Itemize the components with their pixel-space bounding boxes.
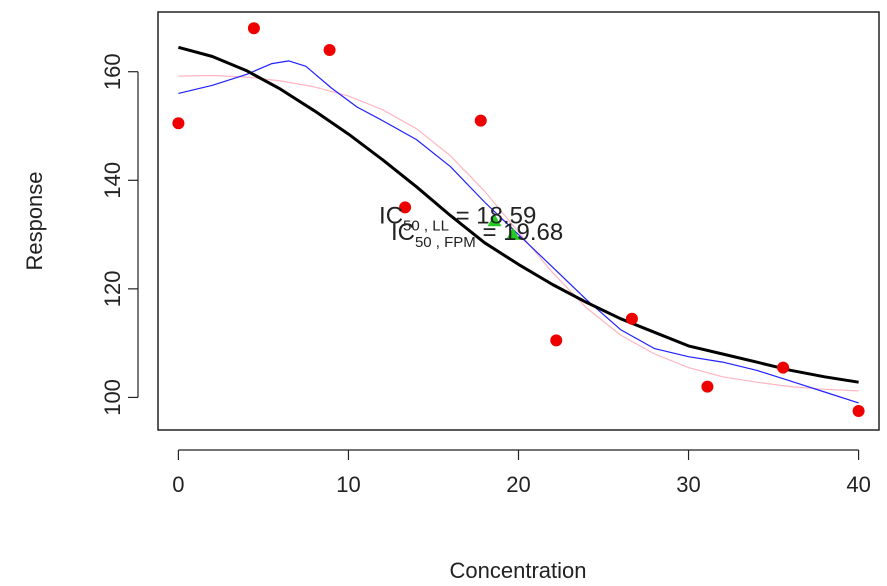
y-axis-title: Response: [22, 171, 47, 270]
data-point: [701, 380, 714, 393]
x-axis: 0 10 20 30 40: [172, 449, 871, 497]
y-axis: 100 120 140 160: [100, 53, 139, 416]
fit-curve-3: [178, 45, 859, 384]
data-points: [172, 22, 865, 417]
y-tick-label: 120: [100, 270, 125, 307]
y-tick-label: 160: [100, 53, 125, 90]
x-tick-label: 30: [676, 472, 700, 497]
data-point: [172, 117, 185, 130]
plot-frame: [157, 11, 880, 431]
fitted-curves: [178, 45, 859, 404]
fit-curve-2: [178, 60, 859, 404]
x-tick-label: 40: [846, 472, 870, 497]
ic50-marker-2: [506, 227, 521, 240]
data-point: [852, 405, 865, 417]
ic50-annotation-1: IC50 , LL = 18.59: [379, 203, 536, 235]
ic50-marker-1: [487, 214, 502, 227]
ic50-annotation-2: IC50 , FPM = 19.68: [391, 219, 563, 251]
data-point: [550, 334, 563, 347]
x-axis-title: Concentration: [450, 558, 587, 583]
y-tick-label: 140: [100, 162, 125, 199]
ic50-markers: [487, 214, 521, 240]
x-tick-label: 20: [506, 472, 530, 497]
x-tick-label: 0: [172, 472, 184, 497]
data-point: [323, 44, 336, 56]
x-tick-label: 10: [336, 472, 360, 497]
data-point: [625, 312, 638, 325]
data-point: [474, 114, 487, 127]
y-tick-label: 100: [100, 379, 125, 416]
data-point: [399, 201, 412, 214]
data-point: [247, 22, 260, 35]
data-point: [777, 361, 790, 374]
fit-curve-1: [178, 74, 859, 392]
